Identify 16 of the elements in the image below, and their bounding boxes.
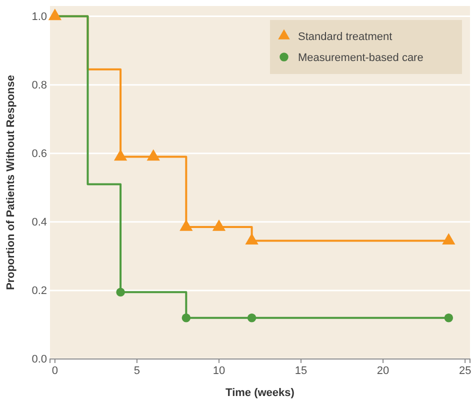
y-tick-label: 0.6 (32, 148, 47, 160)
y-tick-label: 0.2 (32, 284, 47, 297)
y-tick-label: 1.0 (32, 10, 47, 23)
legend-label: Standard treatment (298, 31, 392, 43)
x-tick-label: 15 (294, 364, 308, 377)
x-tick-label: 20 (376, 364, 390, 377)
x-tick-label: 10 (212, 364, 226, 377)
y-tick-label: 0.0 (32, 354, 47, 366)
y-tick-label: 0.8 (32, 79, 47, 92)
x-tick-label: 25 (458, 364, 472, 377)
x-tick-label: 5 (134, 364, 140, 377)
x-tick-label: 0 (52, 364, 58, 377)
legend-label: Measurement-based care (298, 52, 424, 64)
y-tick-label: 0.4 (32, 216, 47, 228)
y-axis-title: Proportion of Patients Without Response (5, 74, 17, 290)
x-axis-title: Time (weeks) (226, 387, 295, 399)
